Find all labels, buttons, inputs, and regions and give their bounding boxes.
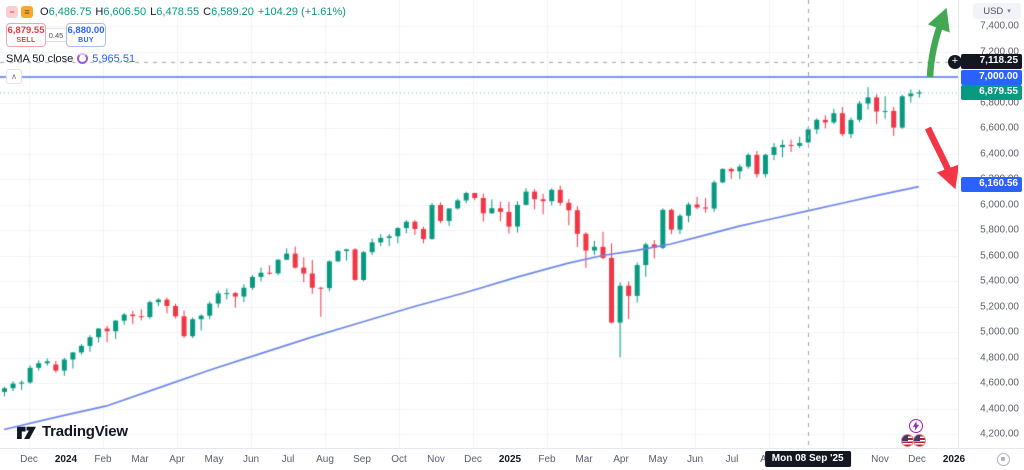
chevron-down-icon: ▾: [1007, 8, 1011, 15]
low-value: 6,478.55: [156, 6, 200, 18]
price-tick-label: 4,800.00: [980, 352, 1019, 363]
currency-dropdown[interactable]: USD ▾: [973, 3, 1021, 19]
crosshair-date-tag: Mon 08 Sep '25: [764, 451, 851, 467]
sma-value-tag: 6,160.56: [961, 176, 1022, 192]
tradingview-logo[interactable]: TradingView: [16, 423, 128, 440]
legend: − ≡ O6,486.75 H6,606.50 L6,478.55 C6,589.20…: [6, 5, 346, 84]
high-value: 6,606.50: [103, 6, 147, 18]
time-tick-label: Apr: [613, 454, 629, 465]
sma-legend-row: SMA 50 close 5,965.51: [6, 52, 346, 65]
time-tick-label: Oct: [391, 454, 407, 465]
tradingview-mark-icon: [17, 426, 36, 440]
time-tick-label: Apr: [169, 454, 185, 465]
time-tick-label: Jun: [686, 454, 704, 465]
crosshair-price-tag: 7,118.25: [961, 54, 1022, 70]
sma-title: SMA 50 close: [6, 52, 74, 65]
ohlc-values: O6,486.75 H6,606.50 L6,478.55 C6,589.20 +104…: [40, 6, 346, 18]
time-tick-label: Dec: [464, 454, 482, 465]
price-tick-label: 5,000.00: [980, 326, 1019, 338]
sell-button[interactable]: 6,879.55 SELL: [6, 23, 46, 47]
time-tick-label: May: [204, 454, 224, 465]
price-tick-label: 5,400.00: [980, 275, 1019, 287]
last-price-tag: 6,879.55: [961, 84, 1022, 100]
low-key: L: [150, 6, 157, 18]
legend-collapse-button[interactable]: ∧: [6, 69, 22, 84]
order-panel: 6,879.55 SELL 0.45 6,880.00 BUY: [6, 23, 346, 47]
time-tick-label: Dec: [20, 454, 38, 465]
price-tick-label: 4,200.00: [980, 428, 1019, 440]
timezone-target-icon[interactable]: [997, 453, 1010, 466]
time-tick-label: Aug: [316, 454, 334, 465]
time-tick-label: Nov: [871, 454, 889, 465]
sma-loading-icon: [77, 53, 89, 64]
time-tick-label: Jul: [725, 454, 739, 465]
high-key: H: [95, 6, 104, 18]
lightning-icon: [912, 421, 920, 431]
price-tick-label: 7,200.00: [980, 46, 1019, 57]
remove-series-icon[interactable]: −: [6, 6, 18, 18]
open-value: 6,486.75: [48, 6, 92, 18]
time-tick-label: Mar: [575, 454, 593, 465]
time-tick-label: Dec: [908, 454, 926, 465]
price-tick-label: 5,200.00: [980, 301, 1019, 312]
earnings-bolt-icon[interactable]: [909, 419, 923, 433]
price-tick-label: 6,000.00: [980, 199, 1019, 210]
change-value: +104.29 (+1.61%): [257, 6, 346, 18]
time-tick-label: 2026: [942, 454, 966, 465]
open-key: O: [40, 6, 49, 18]
series-menu-icon[interactable]: ≡: [21, 6, 33, 18]
close-value: 6,589.20: [211, 6, 254, 18]
time-tick-label: Jul: [281, 454, 295, 465]
tradingview-logo-text: TradingView: [42, 423, 128, 440]
price-tick-label: 6,400.00: [980, 148, 1019, 159]
sell-label: SELL: [16, 37, 36, 44]
time-tick-label: Feb: [538, 454, 556, 465]
time-tick-label: Nov: [427, 454, 445, 465]
time-tick-label: Jun: [242, 454, 260, 465]
time-axis[interactable]: Mon 08 Sep '25 Dec 2024 Feb Mar Apr May Jun Jul…: [0, 448, 1024, 470]
sma-value: 5,965.51: [92, 52, 136, 65]
buy-button[interactable]: 6,880.00 BUY: [66, 23, 106, 47]
time-tick-label: 2025: [498, 454, 522, 465]
price-tick-label: 5,800.00: [980, 224, 1019, 236]
time-tick-label: 2024: [54, 454, 78, 465]
price-tick-label: 5,600.00: [980, 250, 1019, 261]
buy-label: BUY: [78, 37, 94, 44]
add-alert-icon[interactable]: +: [948, 55, 962, 69]
ohlc-legend-row: − ≡ O6,486.75 H6,606.50 L6,478.55 C6,589.20…: [6, 5, 346, 19]
price-tick-label: 6,600.00: [980, 122, 1019, 134]
time-tick-label: Mar: [131, 454, 149, 465]
chart-canvas[interactable]: [0, 0, 958, 448]
time-tick-label: Sep: [353, 454, 371, 465]
hline-price-tag: 7,000.00: [961, 69, 1022, 85]
time-tick-label: Feb: [94, 454, 112, 465]
price-tick-label: 4,400.00: [980, 403, 1019, 414]
price-tick-label: 6,800.00: [980, 97, 1019, 108]
us-flag-icon: [913, 434, 926, 447]
spread-value: 0.45: [46, 28, 66, 42]
price-tick-label: 7,400.00: [980, 20, 1019, 32]
price-axis[interactable]: USD ▾ 7,400.007,200.007,000.006,800.006,…: [958, 0, 1024, 448]
us-economic-events-icon[interactable]: [901, 434, 927, 447]
chart-plot-area: − ≡ O6,486.75 H6,606.50 L6,478.55 C6,589.20…: [0, 0, 962, 448]
close-key: C: [203, 6, 212, 18]
price-tick-label: 4,600.00: [980, 377, 1019, 389]
buy-price: 6,880.00: [67, 25, 105, 36]
sell-price: 6,879.55: [7, 25, 45, 36]
time-tick-label: May: [648, 454, 668, 465]
currency-label: USD: [983, 5, 1004, 17]
